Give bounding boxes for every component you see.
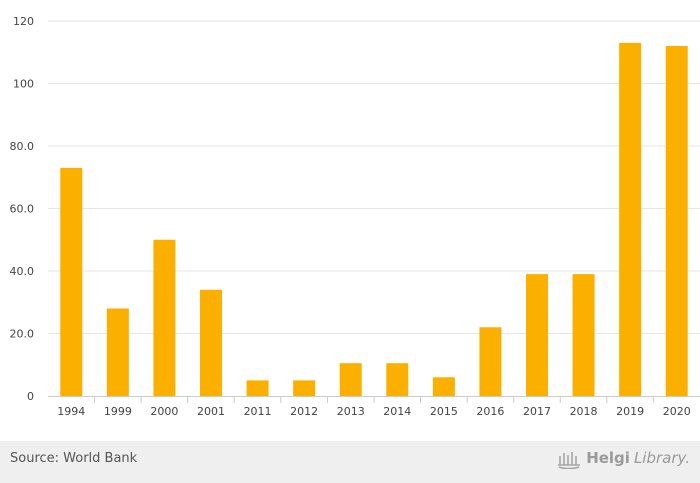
y-tick-label: 60.0 [10,203,35,216]
y-tick-label: 0 [27,390,34,403]
x-tick-label: 2016 [476,405,504,418]
x-tick-label: 2017 [523,405,551,418]
bar [572,274,595,396]
brand-name-bold: Helgi [586,449,630,467]
bar [60,167,83,396]
y-tick-label: 120 [13,15,34,28]
x-tick-label: 2000 [150,405,178,418]
y-tick-label: 80.0 [10,140,35,153]
bar [665,46,688,396]
x-tick-label: 2019 [616,405,644,418]
bar [526,274,548,396]
bar-chart: 0 20.0 40.0 60.0 80.0 100 120 1994 1999 2000 2001… [10,15,700,418]
y-axis-ticks: 0 20.0 40.0 60.0 80.0 100 120 [10,15,35,403]
brand-logo[interactable]: Helgi Library. [556,447,690,469]
bars [60,42,688,396]
source-label: Source: World Bank [10,451,138,466]
brand-name-light: Library. [633,449,690,467]
x-tick-label: 2014 [383,405,411,418]
x-tick-label: 2013 [337,405,365,418]
x-tick-label: 2011 [244,405,272,418]
x-tick-label: 1999 [104,405,132,418]
bar [153,239,176,396]
x-tick-label: 2020 [663,405,691,418]
bar [619,42,642,396]
x-tick-label: 2018 [570,405,598,418]
gridlines [48,20,700,334]
x-tick-label: 1994 [57,405,85,418]
bar [479,327,502,396]
bar [432,377,455,396]
library-logo-icon [558,452,581,469]
y-tick-label: 100 [13,78,34,91]
x-tick-label: 2012 [290,405,318,418]
y-tick-label: 20.0 [10,328,35,341]
footer: Source: World Bank Helgi Library. [0,441,700,483]
bar [200,289,222,396]
bar [293,380,316,396]
bar [106,308,129,396]
bar [339,363,362,396]
y-tick-label: 40.0 [10,265,35,278]
bar [386,363,409,396]
bar [246,380,269,396]
x-axis-ticks: 1994 1999 2000 2001 2011 2012 2013 2014 2015 2016… [57,396,691,418]
x-tick-label: 2001 [197,405,225,418]
x-tick-label: 2015 [430,405,458,418]
